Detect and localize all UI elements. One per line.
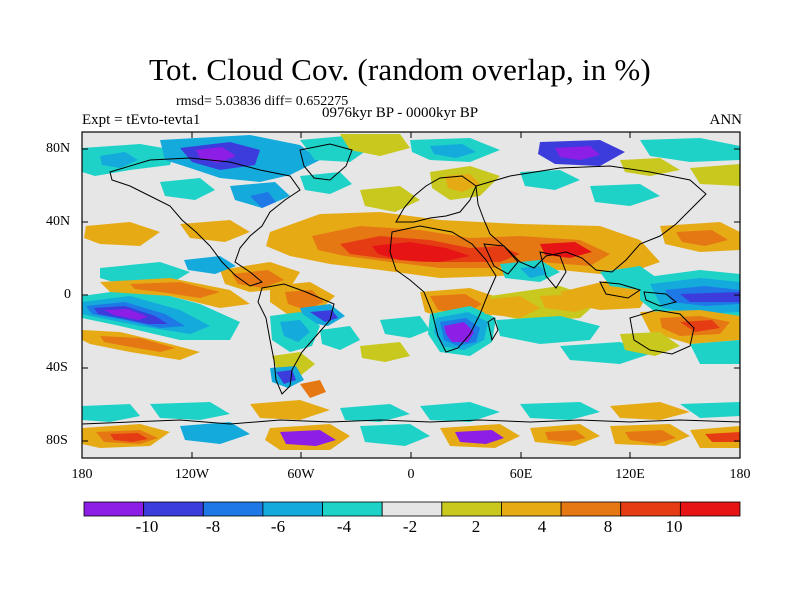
lon-tick-label: 180	[729, 467, 751, 482]
anomaly-region	[625, 430, 676, 444]
map-title: Tot. Cloud Cov. (random overlap, in %)	[149, 52, 651, 87]
anomaly-region	[540, 242, 592, 258]
lon-tick-label: 120W	[174, 467, 210, 482]
anomaly-region	[372, 242, 470, 262]
season-label: ANN	[709, 112, 743, 128]
anomaly-region	[444, 322, 474, 342]
colorbar-label: 10	[665, 517, 683, 536]
anomaly-region	[540, 294, 600, 312]
anomaly-region	[250, 192, 276, 208]
anomaly-region	[610, 402, 690, 420]
anomaly-region	[100, 336, 175, 352]
anomaly-region	[184, 256, 236, 274]
anomaly-region	[180, 220, 250, 242]
colorbar-label: -2	[402, 517, 418, 536]
colorbar-label: 2	[471, 517, 481, 536]
anomaly-region	[380, 316, 430, 338]
anomaly-region	[130, 282, 220, 298]
colorbar-label: -10	[135, 517, 159, 536]
anomaly-region	[520, 266, 548, 278]
anomaly-region	[590, 184, 660, 206]
colorbar-swatch	[620, 501, 681, 517]
colorbar-label: 4	[537, 517, 547, 536]
period-label: 0976kyr BP - 0000kyr BP	[322, 105, 479, 121]
anomaly-region	[520, 170, 580, 190]
colorbar-swatch	[202, 501, 264, 517]
anomaly-region	[280, 320, 310, 342]
colorbar-swatch	[143, 501, 204, 517]
anomaly-region	[250, 400, 330, 420]
anomaly-region	[680, 402, 740, 418]
lat-tick-label: 80N	[46, 141, 71, 156]
lat-tick-label: 40N	[46, 214, 71, 229]
anomaly-region	[310, 310, 338, 322]
anomaly-region	[480, 296, 540, 318]
coastlines	[82, 143, 740, 425]
anomaly-region	[360, 186, 420, 212]
anomaly-region	[196, 147, 236, 163]
anomaly-region	[620, 332, 680, 356]
anomaly-region	[620, 158, 680, 176]
colorbar-swatch	[83, 501, 145, 517]
anomaly-region	[445, 174, 480, 192]
anomaly-region	[320, 326, 360, 350]
anomaly-region	[82, 404, 140, 422]
anomaly-region	[690, 164, 740, 186]
colorbar-swatch	[501, 501, 562, 517]
lat-tick-label: 80S	[46, 433, 68, 448]
anomaly-region	[680, 320, 720, 332]
lon-tick-label: 0	[407, 467, 415, 482]
anomaly-region	[110, 433, 148, 442]
colorbar-label: 8	[603, 517, 613, 536]
anomaly-region	[555, 146, 600, 160]
anomaly-region	[300, 380, 326, 398]
anomaly-region	[705, 432, 740, 442]
colorbar-swatch	[322, 501, 383, 517]
anomaly-region	[690, 340, 740, 364]
axis-ticks	[81, 132, 741, 458]
anomaly-region	[104, 309, 148, 320]
anomaly-region	[430, 144, 476, 158]
colorbar-swatch	[441, 501, 502, 517]
anomaly-region	[676, 230, 728, 246]
lon-tick-label: 180	[71, 467, 93, 482]
lon-tick-label: 60W	[287, 467, 315, 482]
stats-label: rmsd= 5.03836 diff= 0.652275	[176, 94, 349, 109]
anomaly-region	[360, 424, 430, 446]
lon-tick-label: 120E	[615, 467, 645, 482]
anomaly-region	[280, 430, 336, 446]
anomaly-region	[545, 430, 586, 442]
anomaly-region	[640, 138, 740, 162]
anomaly-region	[150, 402, 230, 420]
anomaly-region	[160, 178, 215, 200]
anomaly-region	[360, 342, 410, 362]
colorbar	[83, 501, 741, 517]
anomaly-field	[82, 134, 740, 450]
experiment-label: Expt = tEvto-tevta1	[82, 112, 201, 128]
anomaly-region	[455, 430, 504, 444]
anomaly-region	[520, 402, 600, 420]
colorbar-swatch	[560, 501, 622, 517]
colorbar-label: -4	[336, 517, 352, 536]
colorbar-label: -8	[205, 517, 221, 536]
lon-tick-label: 60E	[509, 467, 533, 482]
anomaly-region	[496, 316, 600, 344]
colorbar-label: -6	[270, 517, 286, 536]
anomaly-region	[420, 402, 500, 422]
anomaly-region	[340, 404, 410, 422]
anomaly-region	[84, 222, 160, 246]
lat-tick-label: 0	[64, 287, 71, 302]
anomaly-region	[680, 292, 740, 302]
colorbar-swatch	[679, 501, 741, 517]
anomaly-region	[340, 134, 410, 156]
anomaly-region	[180, 422, 250, 444]
colorbar-swatch	[381, 501, 443, 517]
anomaly-region	[100, 152, 138, 168]
colorbar-swatch	[262, 501, 323, 517]
lat-tick-label: 40S	[46, 360, 68, 375]
